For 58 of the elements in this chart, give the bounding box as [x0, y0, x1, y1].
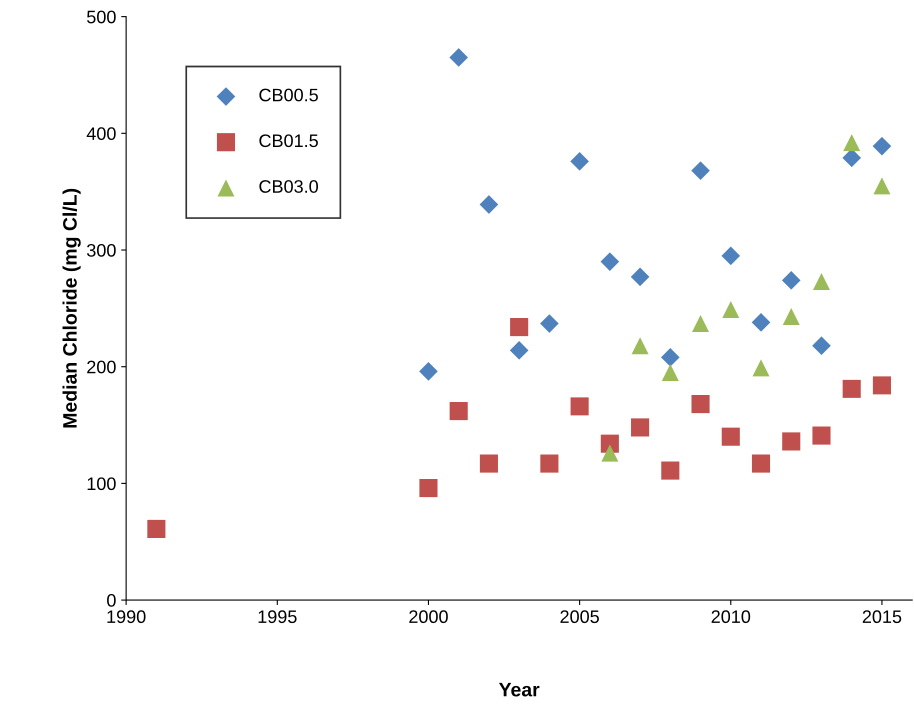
- point: [752, 313, 770, 332]
- legend-label: CB01.5: [259, 134, 318, 148]
- point: [632, 337, 649, 354]
- point: [449, 48, 468, 67]
- point: [630, 268, 650, 286]
- y-tick-label: 100: [88, 477, 116, 490]
- point: [450, 402, 468, 420]
- point: [419, 479, 438, 498]
- point: [480, 195, 498, 214]
- point: [721, 246, 740, 266]
- point: [660, 348, 680, 367]
- y-tick-label: 400: [86, 127, 116, 140]
- point: [662, 364, 679, 382]
- point: [812, 426, 831, 445]
- point: [570, 152, 589, 171]
- y-tick-label: 200: [87, 360, 116, 374]
- legend-label: CB03.0: [259, 180, 318, 193]
- y-tick-label: 300: [86, 244, 116, 257]
- point: [570, 397, 589, 416]
- x-tick-label: 2005: [560, 610, 599, 624]
- point: [691, 161, 710, 180]
- point: [510, 318, 528, 336]
- point: [812, 336, 831, 356]
- point: [782, 308, 800, 326]
- point: [752, 454, 770, 473]
- point: [812, 273, 830, 290]
- point: [661, 462, 680, 480]
- point: [782, 271, 801, 290]
- point: [722, 428, 740, 446]
- x-tick-label: 2010: [712, 610, 750, 624]
- point: [540, 454, 558, 473]
- point: [722, 301, 740, 318]
- point: [692, 315, 710, 332]
- x-tick-label: 1990: [107, 610, 146, 624]
- point: [510, 341, 528, 360]
- point: [540, 314, 559, 333]
- point: [842, 380, 861, 398]
- point: [872, 376, 891, 394]
- y-axis-title: Median Chloride (mg Cl/L): [62, 188, 81, 428]
- point: [480, 454, 498, 473]
- point: [752, 359, 770, 376]
- point: [419, 362, 438, 381]
- x-tick-label: 2000: [409, 610, 448, 624]
- y-tick-label: 500: [87, 10, 116, 24]
- legend-label: CB00.5: [259, 88, 318, 102]
- point: [601, 444, 618, 462]
- x-axis-title: Year: [498, 682, 540, 696]
- x-tick-label: 1995: [258, 610, 297, 624]
- point: [872, 136, 892, 156]
- y-tick-label: 0: [107, 594, 116, 607]
- point: [600, 252, 620, 271]
- point: [691, 394, 710, 414]
- point: [843, 134, 860, 152]
- point: [873, 177, 890, 194]
- point: [147, 520, 166, 538]
- x-tick-label: 2015: [862, 610, 902, 624]
- point: [782, 432, 800, 450]
- point: [631, 418, 650, 436]
